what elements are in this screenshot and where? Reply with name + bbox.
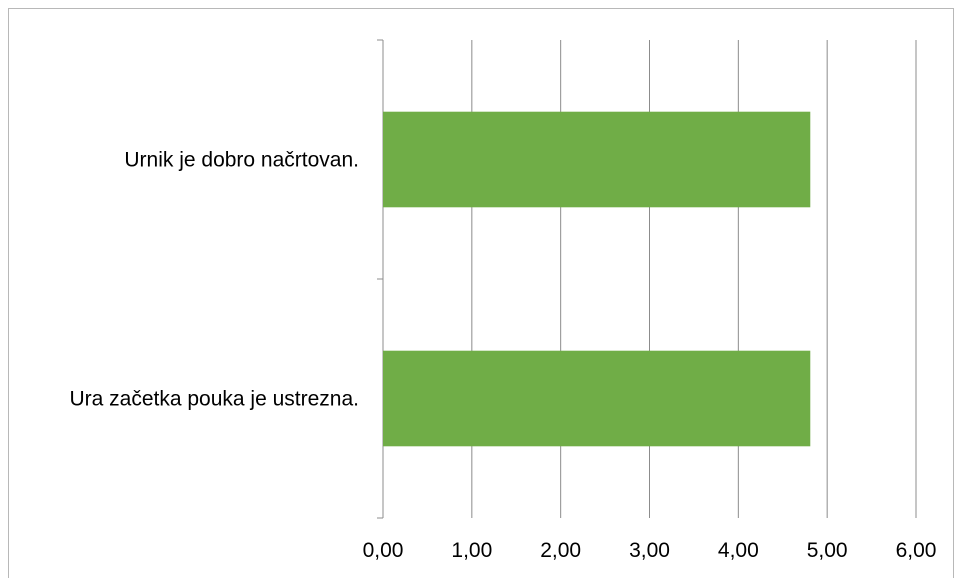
- bar: [383, 111, 811, 208]
- bar: [383, 350, 811, 447]
- x-tick-label: 4,00: [718, 539, 759, 562]
- x-tick-label: 5,00: [807, 539, 848, 562]
- chart-area: [8, 8, 954, 578]
- x-tick-label: 6,00: [896, 539, 937, 562]
- category-label: Urnik je dobro načrtovan.: [124, 149, 359, 172]
- x-tick-label: 1,00: [451, 539, 492, 562]
- x-tick-label: 0,00: [363, 539, 404, 562]
- x-tick-label: 2,00: [540, 539, 581, 562]
- category-label: Ura začetka pouka je ustrezna.: [70, 388, 360, 411]
- x-tick-label: 3,00: [629, 539, 670, 562]
